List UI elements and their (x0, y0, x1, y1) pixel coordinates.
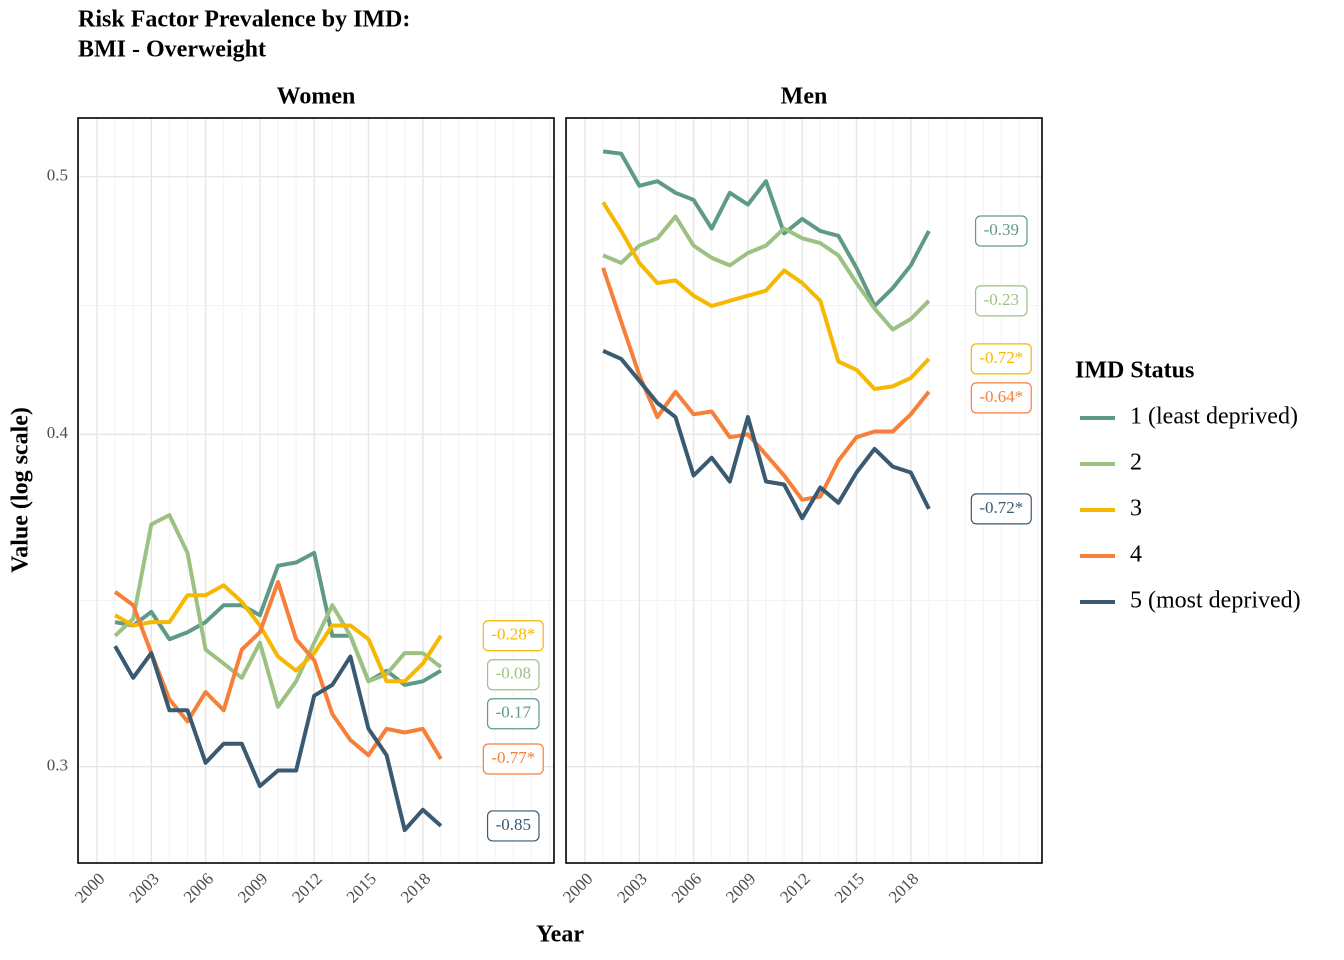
series-line (601, 267, 931, 502)
annotation: -0.77* (482, 743, 544, 775)
series-line (114, 583, 443, 684)
x-tick-label: 2003 (613, 869, 650, 906)
annotation-label: -0.23 (984, 290, 1019, 309)
series-line (602, 214, 931, 332)
annotation: -0.39 (974, 215, 1028, 247)
annotation-box (482, 743, 544, 775)
x-tick-label: 2018 (885, 869, 922, 906)
annotation: -0.64* (970, 382, 1032, 414)
annotation-box (974, 215, 1028, 247)
series-line (113, 580, 443, 761)
x-tick-label: 2000 (559, 869, 596, 906)
x-tick-label: 2018 (397, 869, 434, 906)
x-tick-label: 2009 (234, 869, 271, 906)
annotation: -0.17 (486, 698, 540, 730)
x-tick-label: 2000 (71, 869, 108, 906)
panel-border (77, 117, 555, 864)
chart-subtitle: BMI - Overweight (78, 37, 266, 63)
facet-title: Women (277, 84, 356, 110)
legend-label: 3 (1130, 496, 1142, 522)
annotation-label: -0.64* (979, 387, 1023, 406)
annotation-box (486, 810, 540, 842)
annotation: -0.85 (486, 810, 540, 842)
annotation-label: -0.85 (496, 815, 531, 834)
x-axis-label: Year (536, 922, 584, 948)
annotation-label: -0.72* (979, 498, 1023, 517)
chart-title: Risk Factor Prevalence by IMD: (78, 7, 410, 33)
legend-label: 5 (most deprived) (1130, 588, 1301, 614)
y-tick-label: 0.5 (47, 165, 68, 184)
annotation: -0.28* (482, 620, 544, 652)
annotation-box (482, 620, 544, 652)
series-line (114, 550, 442, 687)
annotation-box (970, 493, 1032, 525)
annotation-label: -0.77* (491, 748, 535, 767)
annotation-box (970, 382, 1032, 414)
annotation: -0.08 (486, 659, 540, 691)
x-tick-label: 2006 (180, 869, 217, 906)
annotation-box (486, 659, 540, 691)
x-tick-label: 2003 (125, 869, 162, 906)
legend-title: IMD Status (1075, 358, 1194, 384)
x-tick-label: 2015 (343, 869, 380, 906)
annotation: -0.72* (970, 493, 1032, 525)
annotation: -0.72* (970, 343, 1032, 375)
annotation-label: -0.72* (979, 348, 1023, 367)
x-tick-label: 2012 (776, 869, 813, 906)
annotation-label: -0.39 (984, 220, 1019, 239)
series-line (113, 513, 443, 709)
legend-label: 1 (least deprived) (1130, 404, 1298, 430)
annotation: -0.23 (974, 285, 1028, 317)
annotation-box (486, 698, 540, 730)
annotation-label: -0.28* (491, 625, 535, 644)
annotation-label: -0.17 (496, 703, 532, 722)
legend-label: 2 (1130, 450, 1142, 476)
panel-border (565, 117, 1043, 864)
annotation-box (970, 343, 1032, 375)
y-axis-label: Value (log scale) (8, 407, 34, 573)
y-tick-label: 0.4 (47, 423, 69, 442)
facet-title: Men (781, 84, 828, 110)
x-tick-label: 2009 (722, 869, 759, 906)
annotation-box (974, 285, 1028, 317)
annotation-label: -0.08 (496, 664, 531, 683)
series-line (602, 348, 931, 521)
y-tick-label: 0.3 (47, 756, 68, 775)
series-line (113, 645, 443, 832)
x-tick-label: 2012 (288, 869, 325, 906)
series-line (601, 201, 931, 391)
x-tick-label: 2015 (831, 869, 868, 906)
legend-label: 4 (1130, 542, 1142, 568)
x-tick-label: 2006 (668, 869, 705, 906)
